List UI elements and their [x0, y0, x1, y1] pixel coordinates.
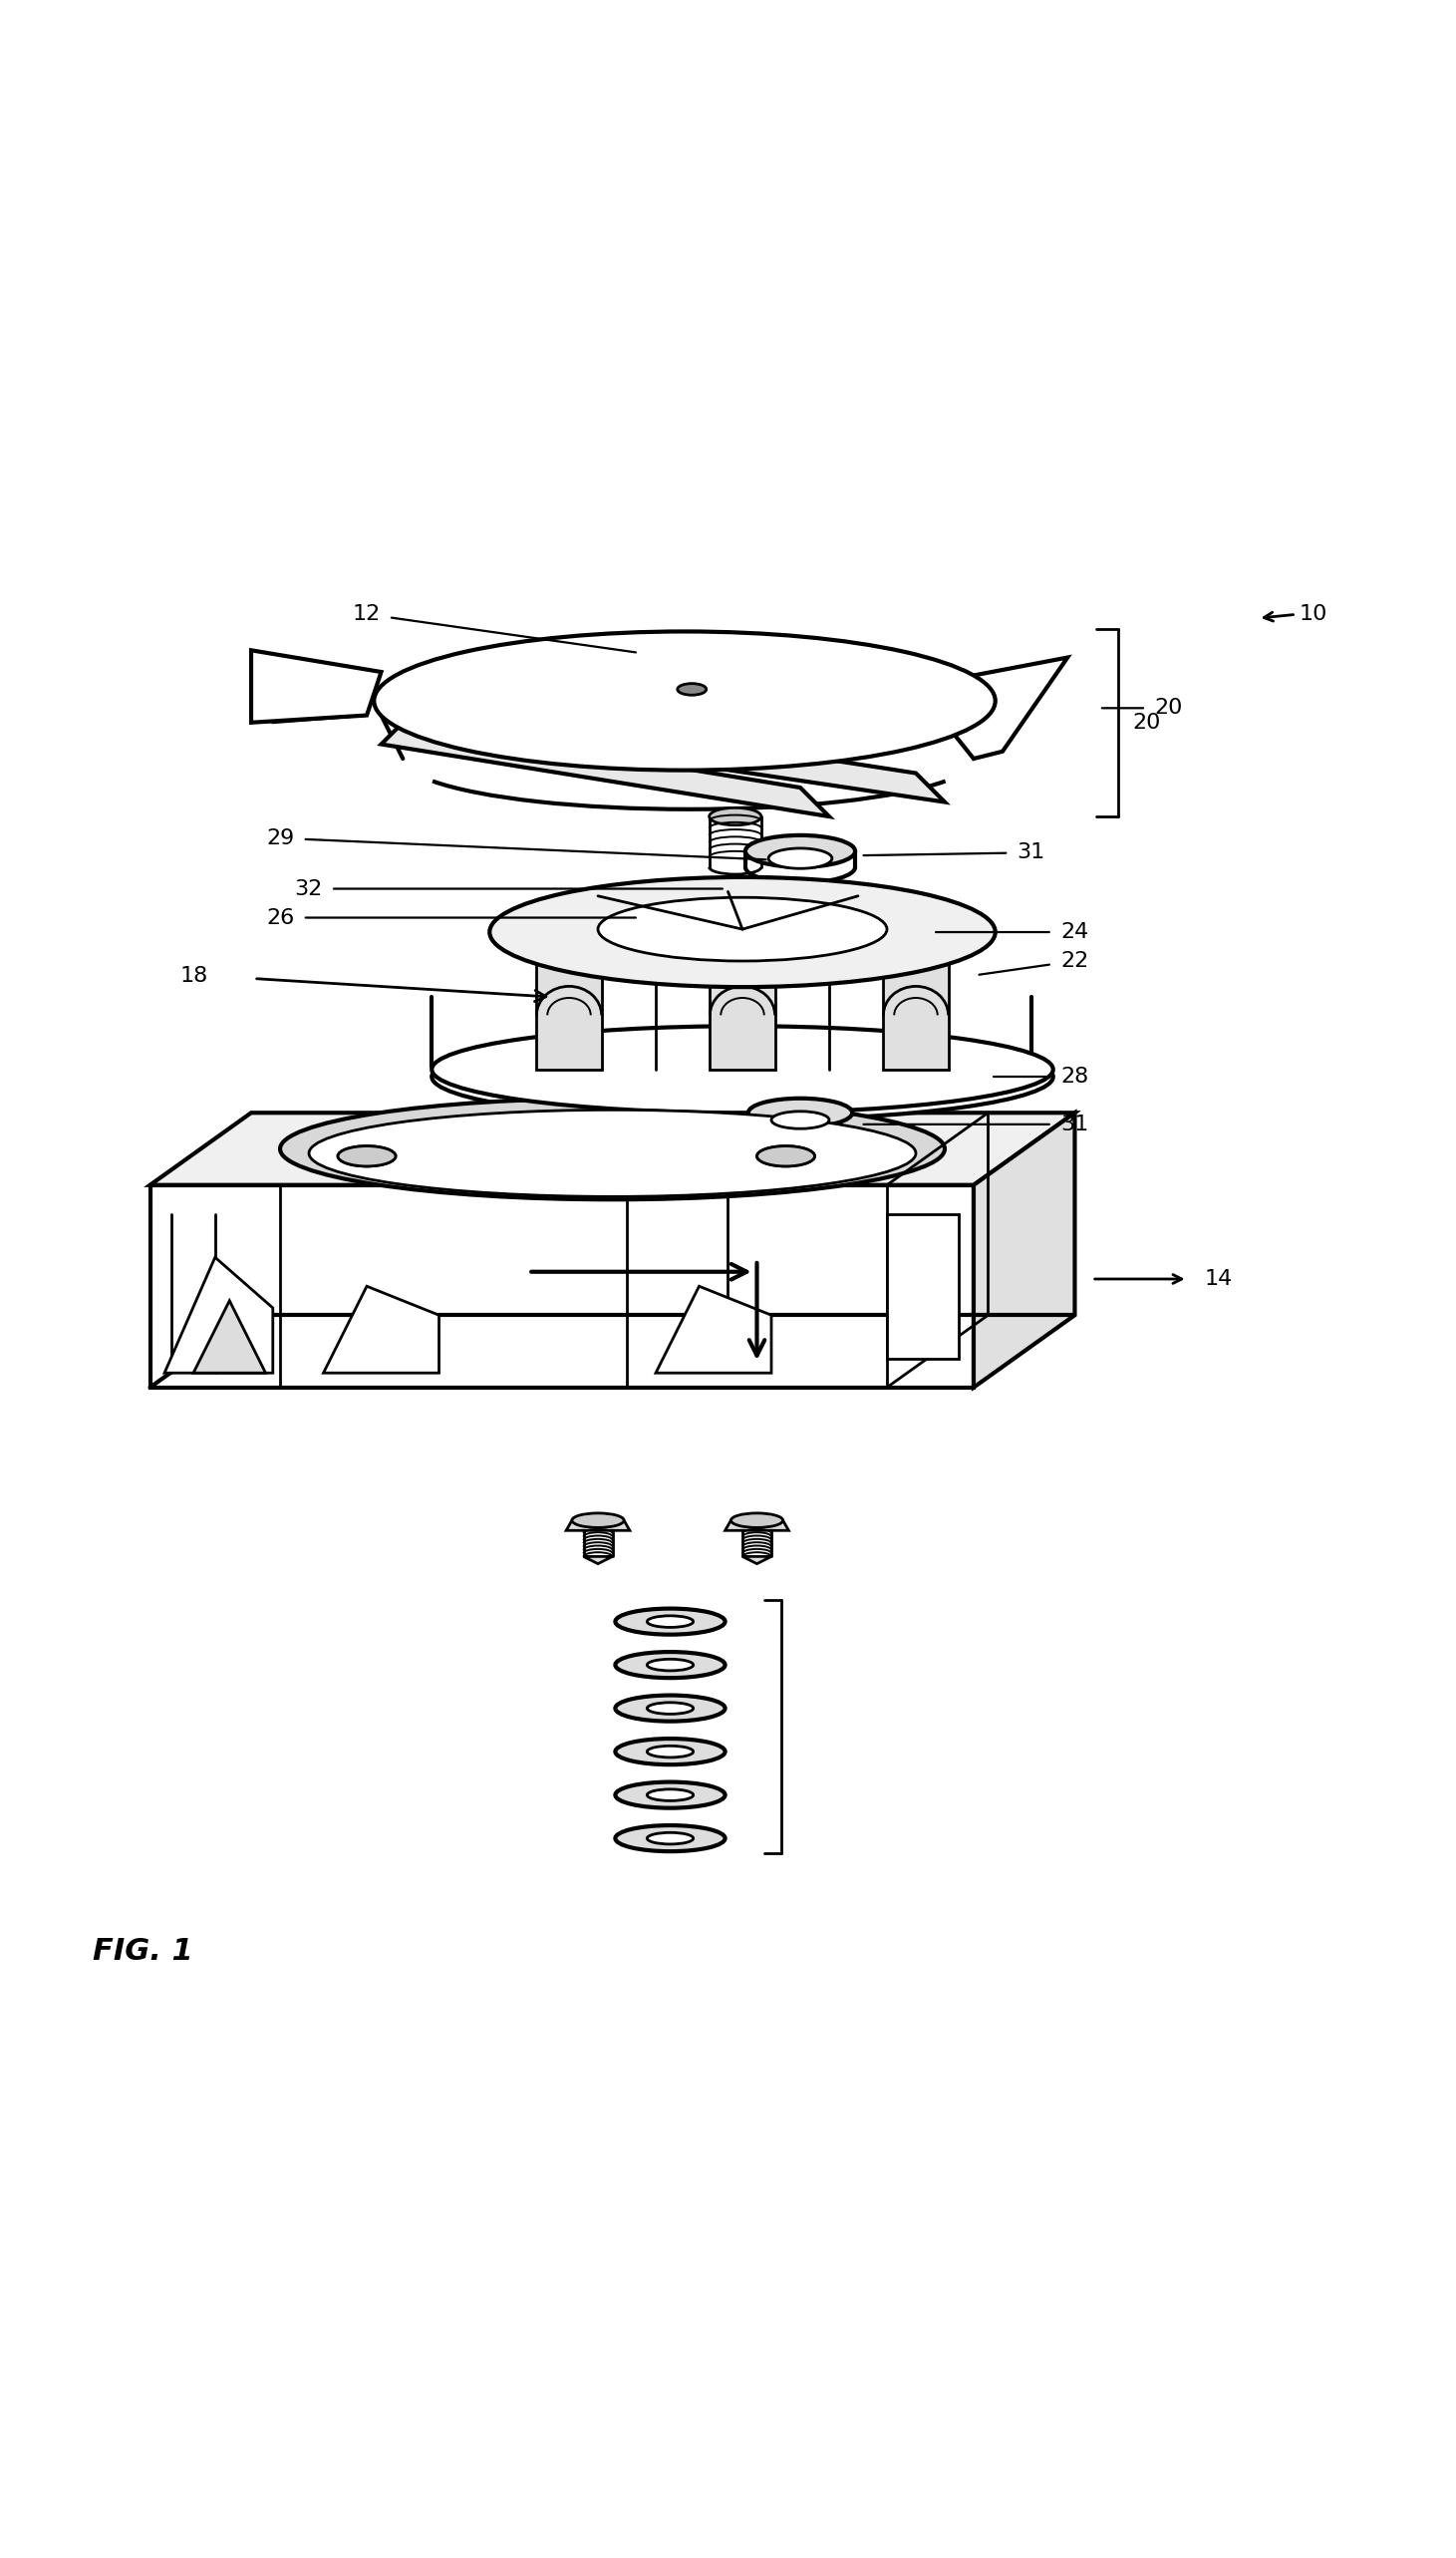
Text: 31: 31	[863, 842, 1045, 862]
Text: 20: 20	[1102, 698, 1182, 719]
Text: 32: 32	[294, 880, 722, 898]
Ellipse shape	[646, 1617, 693, 1627]
Ellipse shape	[616, 1826, 725, 1852]
Polygon shape	[537, 962, 601, 1069]
Ellipse shape	[772, 1110, 828, 1128]
Ellipse shape	[745, 836, 855, 867]
Text: 29: 29	[266, 829, 766, 859]
Polygon shape	[584, 1555, 613, 1563]
Polygon shape	[974, 1113, 1075, 1386]
Ellipse shape	[616, 1609, 725, 1635]
Polygon shape	[381, 721, 828, 816]
Text: 12: 12	[352, 604, 636, 652]
Text: 18: 18	[179, 964, 208, 985]
Ellipse shape	[432, 1026, 1053, 1113]
Polygon shape	[566, 1519, 630, 1530]
Ellipse shape	[309, 1110, 916, 1197]
Polygon shape	[150, 1184, 974, 1386]
Polygon shape	[887, 1215, 960, 1358]
Polygon shape	[655, 1287, 772, 1374]
Text: FIG. 1: FIG. 1	[92, 1936, 192, 1965]
Ellipse shape	[616, 1652, 725, 1678]
Ellipse shape	[374, 632, 996, 770]
Text: 10: 10	[1299, 604, 1326, 624]
Polygon shape	[323, 1287, 440, 1374]
Polygon shape	[150, 1113, 1075, 1184]
Ellipse shape	[280, 1097, 945, 1200]
Ellipse shape	[338, 1146, 396, 1166]
Ellipse shape	[432, 1033, 1053, 1120]
Ellipse shape	[731, 1514, 783, 1527]
Polygon shape	[916, 657, 1067, 760]
Text: 22: 22	[978, 952, 1089, 975]
Ellipse shape	[572, 1514, 625, 1527]
Ellipse shape	[598, 898, 887, 962]
Polygon shape	[194, 1299, 265, 1374]
Ellipse shape	[677, 683, 706, 696]
Ellipse shape	[646, 1788, 693, 1801]
Ellipse shape	[709, 808, 761, 826]
Ellipse shape	[646, 1704, 693, 1714]
Polygon shape	[884, 962, 948, 1069]
Ellipse shape	[738, 883, 776, 895]
Text: 26: 26	[266, 908, 636, 929]
Text: 20: 20	[1133, 714, 1160, 732]
Ellipse shape	[769, 849, 831, 870]
Polygon shape	[711, 962, 775, 1069]
Ellipse shape	[757, 1146, 815, 1166]
Ellipse shape	[646, 1832, 693, 1844]
Ellipse shape	[338, 1146, 396, 1166]
Text: 31: 31	[863, 1115, 1089, 1133]
Ellipse shape	[716, 877, 798, 900]
Ellipse shape	[646, 1747, 693, 1757]
Ellipse shape	[748, 1097, 852, 1128]
Polygon shape	[165, 1259, 272, 1374]
Polygon shape	[743, 1555, 772, 1563]
Text: 14: 14	[1204, 1269, 1233, 1289]
Polygon shape	[540, 716, 945, 803]
Ellipse shape	[616, 1739, 725, 1765]
Polygon shape	[252, 650, 367, 721]
Ellipse shape	[616, 1696, 725, 1722]
Polygon shape	[252, 650, 381, 721]
Text: 28: 28	[993, 1067, 1089, 1087]
Ellipse shape	[616, 1783, 725, 1809]
Text: 24: 24	[936, 921, 1089, 941]
Ellipse shape	[646, 1660, 693, 1670]
Ellipse shape	[489, 877, 996, 987]
Polygon shape	[725, 1519, 789, 1530]
Ellipse shape	[757, 1146, 815, 1166]
